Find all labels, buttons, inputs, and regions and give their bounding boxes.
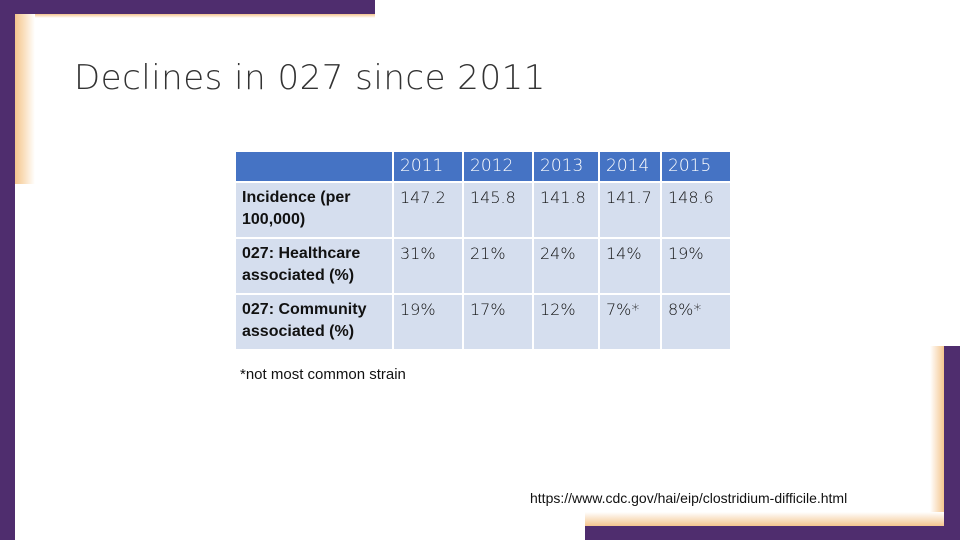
row-label: Incidence (per 100,000) xyxy=(234,181,394,239)
source-link[interactable]: https://www.cdc.gov/hai/eip/clostridium-… xyxy=(530,490,848,506)
row-label: 027: Community associated (%) xyxy=(234,293,394,351)
table-header-cell: 2013 xyxy=(532,150,600,183)
table-cell: 14% xyxy=(598,237,662,295)
data-table: 2011 2012 2013 2014 2015 Incidence (per … xyxy=(234,150,732,351)
table-cell: 141.7 xyxy=(598,181,662,239)
table-header-cell: 2011 xyxy=(392,150,464,183)
table-header-row: 2011 2012 2013 2014 2015 xyxy=(234,150,732,183)
slide-title: Declines in 027 since 2011 xyxy=(74,58,546,98)
table-cell: 141.8 xyxy=(532,181,600,239)
decorative-orange-top xyxy=(15,14,375,18)
row-label: 027: Healthcare associated (%) xyxy=(234,237,394,295)
decorative-orange-bottom xyxy=(585,512,945,526)
decorative-right-bar xyxy=(944,346,960,540)
decorative-orange-right xyxy=(930,346,944,526)
decorative-orange-left xyxy=(15,14,35,184)
table-cell: 7%* xyxy=(598,293,662,351)
table-header-cell: 2012 xyxy=(462,150,534,183)
table-cell: 8%* xyxy=(660,293,732,351)
decorative-top-bar xyxy=(0,0,375,14)
decorative-left-bar xyxy=(0,0,15,540)
table-cell: 148.6 xyxy=(660,181,732,239)
table-cell: 19% xyxy=(660,237,732,295)
table-cell: 24% xyxy=(532,237,600,295)
decorative-bottom-bar xyxy=(585,526,960,540)
table-header-cell: 2014 xyxy=(598,150,662,183)
table-cell: 12% xyxy=(532,293,600,351)
table-cell: 19% xyxy=(392,293,464,351)
table-header-cell xyxy=(234,150,394,183)
table-row: 027: Healthcare associated (%) 31% 21% 2… xyxy=(234,237,732,295)
table-header-cell: 2015 xyxy=(660,150,732,183)
table-cell: 145.8 xyxy=(462,181,534,239)
table-row: 027: Community associated (%) 19% 17% 12… xyxy=(234,293,732,351)
table-cell: 147.2 xyxy=(392,181,464,239)
table-cell: 31% xyxy=(392,237,464,295)
footnote: *not most common strain xyxy=(240,366,406,383)
table-cell: 17% xyxy=(462,293,534,351)
table-row: Incidence (per 100,000) 147.2 145.8 141.… xyxy=(234,181,732,239)
table-cell: 21% xyxy=(462,237,534,295)
